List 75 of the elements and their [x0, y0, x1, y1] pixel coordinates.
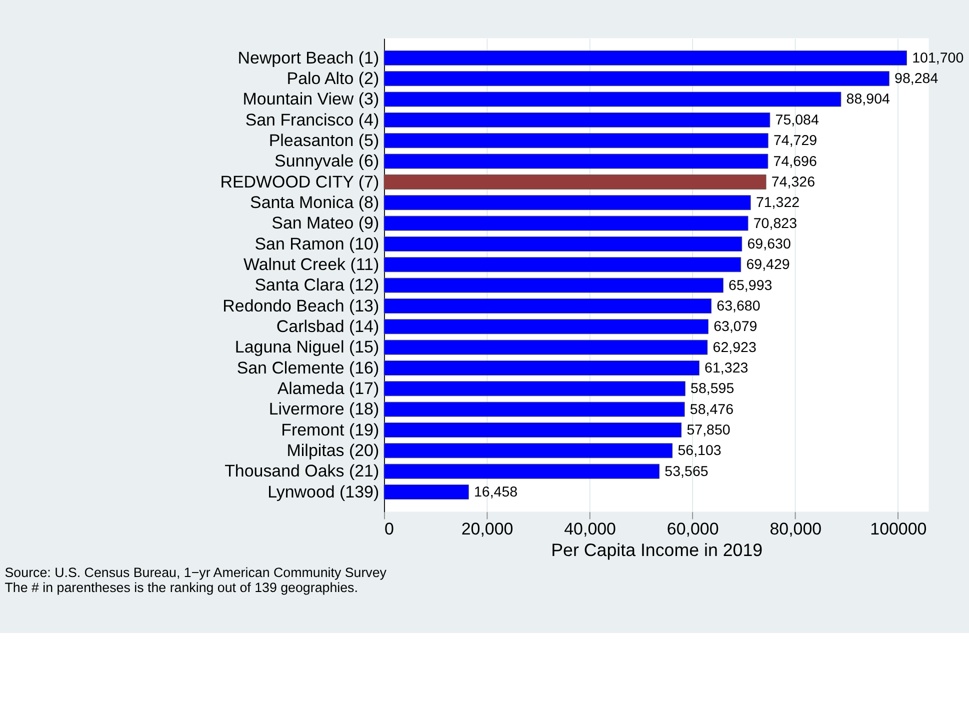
y-tick-label: REDWOOD CITY (7): [220, 172, 380, 192]
bar: [384, 443, 673, 458]
bar: [384, 195, 751, 210]
data-label: 58,595: [690, 381, 734, 398]
x-tick-label: 40,000: [564, 519, 616, 538]
data-label: 69,429: [746, 257, 790, 274]
y-tick-label: Walnut Creek (11): [243, 254, 380, 274]
y-tick-label: Newport Beach (1): [238, 48, 380, 68]
data-label: 70,823: [753, 216, 798, 232]
bar: [384, 278, 724, 293]
bar: [384, 133, 768, 148]
bar: [384, 92, 842, 107]
y-tick-label: Santa Monica (8): [250, 192, 380, 212]
bar: [384, 216, 748, 231]
data-label: 16,458: [474, 484, 518, 500]
y-tick-label: Pleasanton (5): [268, 130, 380, 150]
bar: [384, 464, 660, 479]
data-label: 71,322: [756, 195, 800, 212]
data-label: 57,850: [686, 422, 730, 438]
y-tick-label: Laguna Niguel (15): [234, 338, 380, 357]
source-note: Source: U.S. Census Bureau, 1−yr American Community Survey: [4, 564, 387, 580]
y-tick-label: San Clemente (16): [236, 358, 380, 378]
data-label: 74,729: [773, 133, 818, 150]
y-tick-label: San Mateo (9): [272, 214, 380, 233]
y-tick-label: Thousand Oaks (21): [224, 462, 380, 481]
text: The # in parentheses is the ranking out of 139 geographies.: [4, 580, 358, 596]
y-tick-label: Sunnyvale (6): [274, 152, 380, 171]
y-tick-label: Carlsbad (14): [276, 317, 380, 336]
x-tick-label: 80,000: [770, 519, 822, 538]
bar: [384, 112, 770, 128]
data-label: 74,326: [771, 174, 816, 190]
bar: [384, 402, 685, 417]
bar: [384, 236, 742, 252]
data-label: 98,284: [894, 71, 938, 88]
y-tick-label: Fremont (19): [281, 420, 380, 440]
data-label: 63,680: [716, 298, 760, 314]
y-tick-label: Lynwood (139): [268, 482, 380, 502]
y-tick-label: Redondo Beach (13): [222, 296, 380, 316]
data-label: 63,079: [714, 319, 758, 336]
data-label: 65,993: [728, 278, 772, 294]
data-label: 62,923: [712, 340, 756, 356]
bar: [384, 50, 907, 66]
x-tick-label: 0: [384, 519, 394, 538]
data-label: 88,904: [846, 92, 890, 108]
data-label: 74,696: [773, 154, 817, 170]
y-tick-label: San Ramon (10): [254, 234, 380, 254]
y-tick-label: Palo Alto (2): [286, 68, 380, 88]
data-label: 53,565: [664, 464, 708, 480]
bar: [384, 360, 700, 376]
y-tick-label: Santa Clara (12): [254, 276, 380, 295]
bar: [384, 174, 766, 190]
x-tick-label: 20,000: [461, 519, 514, 538]
y-tick-label: Mountain View (3): [242, 90, 380, 109]
bar: [384, 257, 742, 272]
bar: [384, 340, 708, 355]
bar: [384, 298, 712, 314]
data-label: 61,323: [704, 360, 748, 376]
data-label: 101,700: [912, 50, 964, 66]
y-tick-label: San Francisco (4): [245, 110, 380, 130]
bar: [384, 422, 682, 438]
bar: [384, 154, 768, 169]
data-label: 58,476: [690, 402, 734, 418]
x-axis-title: Per Capita Income in 2019: [551, 540, 763, 560]
x-tick-label: 100000: [870, 519, 927, 538]
y-tick-label: Alameda (17): [277, 379, 380, 398]
bar: [384, 381, 686, 396]
bar: [384, 71, 890, 86]
data-label: 75,084: [775, 112, 819, 128]
data-label: 56,103: [678, 443, 722, 460]
y-tick-label: Livermore (18): [268, 400, 380, 419]
bar: [384, 484, 469, 500]
y-tick-label: Milpitas (20): [286, 441, 380, 460]
data-label: 69,630: [747, 236, 791, 252]
bar: [384, 319, 708, 334]
x-tick-label: 60,000: [666, 519, 719, 538]
